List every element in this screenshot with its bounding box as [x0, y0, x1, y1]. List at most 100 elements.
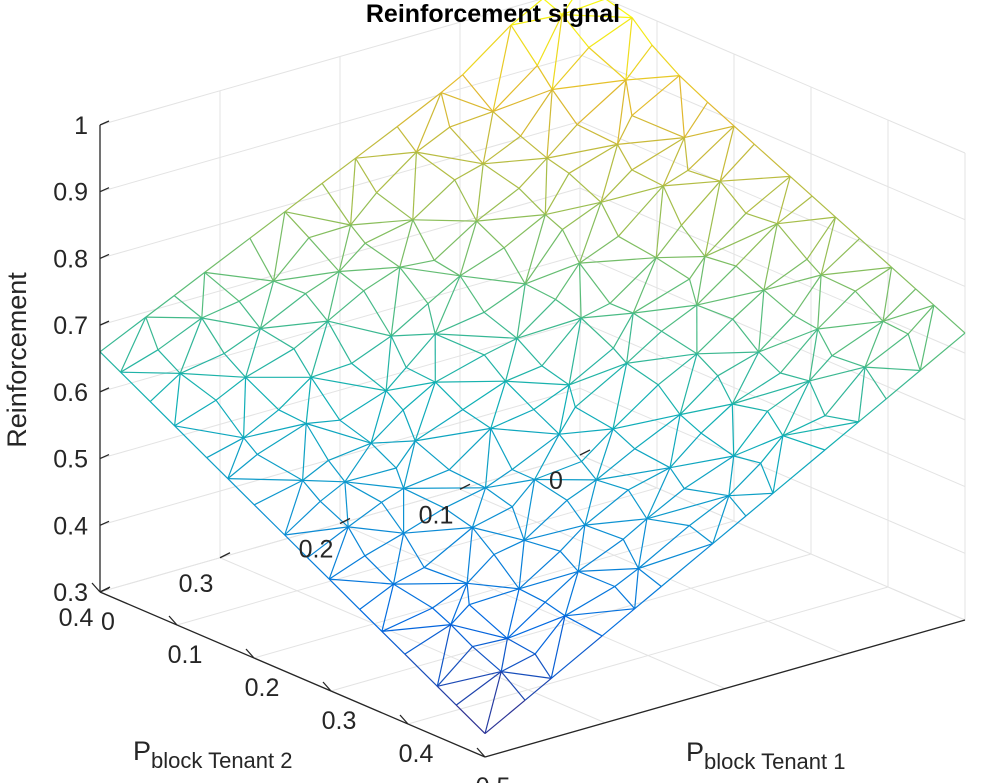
mesh-edge	[403, 487, 445, 509]
mesh-edge	[558, 384, 570, 435]
mesh-edge	[552, 79, 626, 91]
mesh-edge	[882, 320, 909, 335]
mesh-edge	[427, 303, 436, 335]
mesh-edge	[617, 185, 664, 237]
axes	[91, 120, 966, 758]
mesh-edge	[482, 135, 521, 165]
mesh-edge	[350, 219, 413, 226]
x-axis-line	[99, 591, 486, 758]
mesh-edge	[434, 275, 461, 335]
mesh-edge	[319, 500, 349, 528]
mesh-edge	[476, 214, 546, 222]
mesh-edge	[449, 111, 494, 128]
mesh-edge	[696, 304, 733, 320]
mesh-edge	[423, 566, 468, 584]
mesh-edge	[731, 351, 760, 405]
mesh-edge	[758, 314, 795, 353]
mesh-edge	[562, 201, 602, 230]
mesh-edge	[782, 421, 859, 437]
mesh-edge	[500, 638, 508, 672]
mesh-edge	[344, 481, 382, 503]
mesh-edge	[523, 479, 536, 541]
mesh-edge	[626, 330, 663, 364]
mesh-edge	[859, 238, 893, 268]
mesh-edge	[227, 478, 303, 481]
mesh-edge	[173, 295, 203, 319]
mesh-edge	[120, 371, 181, 374]
mesh-edge	[493, 539, 525, 556]
mesh-edge	[518, 550, 561, 590]
mesh-edge	[436, 685, 457, 706]
mesh-edge	[490, 427, 560, 435]
mesh-edge	[392, 533, 405, 585]
z-tick-label: 0.7	[53, 312, 88, 340]
mesh-edge	[327, 290, 365, 322]
mesh-edge	[307, 557, 330, 580]
y-axis-label-main: P	[133, 736, 151, 766]
mesh-edge	[485, 478, 535, 489]
mesh-edge	[704, 181, 721, 257]
mesh-edge	[628, 467, 671, 491]
mesh-edge	[544, 601, 566, 617]
mesh-edge	[327, 271, 340, 322]
z-tick-mark	[99, 520, 110, 526]
mesh-edge	[350, 192, 378, 226]
mesh-edge	[472, 637, 508, 648]
mesh-edge	[396, 92, 442, 128]
x-axis-label-sub: block Tenant 1	[704, 749, 845, 774]
mesh-edge	[371, 440, 416, 444]
mesh-edge	[728, 462, 762, 497]
mesh-edge	[817, 328, 833, 356]
mesh-edge	[370, 409, 404, 444]
mesh-edge	[390, 335, 407, 368]
mesh-edge	[745, 212, 778, 225]
mesh-edge	[588, 47, 627, 81]
x-tick-mark	[476, 747, 486, 758]
mesh-edge	[612, 312, 634, 349]
mesh-edge	[763, 274, 822, 291]
mesh-edge	[533, 409, 560, 435]
mesh-edge	[510, 0, 543, 26]
mesh-edge	[145, 316, 159, 351]
mesh-edge	[327, 320, 353, 364]
mesh-edge	[524, 229, 563, 285]
mesh-edge	[683, 101, 709, 138]
mesh-edge	[471, 527, 495, 555]
mesh-edge	[516, 317, 582, 339]
mesh-edge	[733, 435, 784, 457]
mesh-edge	[284, 500, 321, 536]
mesh-edge	[484, 428, 492, 488]
x-tick-mark	[399, 714, 409, 725]
mesh-edge	[359, 583, 394, 610]
mesh-edge	[817, 290, 856, 330]
mesh-edge	[632, 257, 657, 314]
z-tick-label: 0.9	[53, 179, 88, 207]
mesh-edge	[260, 293, 306, 329]
mesh-edge	[179, 317, 203, 374]
mesh-edge	[347, 526, 366, 557]
mesh-edge	[120, 349, 159, 373]
mesh-edge	[404, 653, 438, 687]
mesh-edge	[339, 390, 387, 421]
mesh-edge	[440, 74, 463, 94]
mesh-edge	[579, 257, 657, 264]
mesh-edge	[733, 455, 761, 464]
mesh-edge	[646, 518, 690, 527]
mesh-edge	[732, 318, 760, 353]
mesh-edge	[436, 646, 473, 687]
mesh-edge	[882, 288, 917, 322]
mesh-edge	[344, 467, 397, 483]
mesh-edge	[524, 524, 586, 541]
mesh-edge	[503, 214, 546, 249]
mesh-edge	[305, 377, 312, 424]
mesh-edge	[584, 489, 629, 526]
mesh-edge	[704, 223, 778, 258]
mesh-edge	[544, 214, 563, 230]
mesh-edge	[501, 671, 552, 679]
mesh-edge	[245, 328, 261, 378]
mesh-edge	[402, 381, 436, 411]
mesh-edge	[472, 646, 502, 673]
mesh-edge	[492, 65, 538, 113]
mesh-edge	[609, 302, 634, 314]
mesh-edge	[450, 624, 473, 648]
